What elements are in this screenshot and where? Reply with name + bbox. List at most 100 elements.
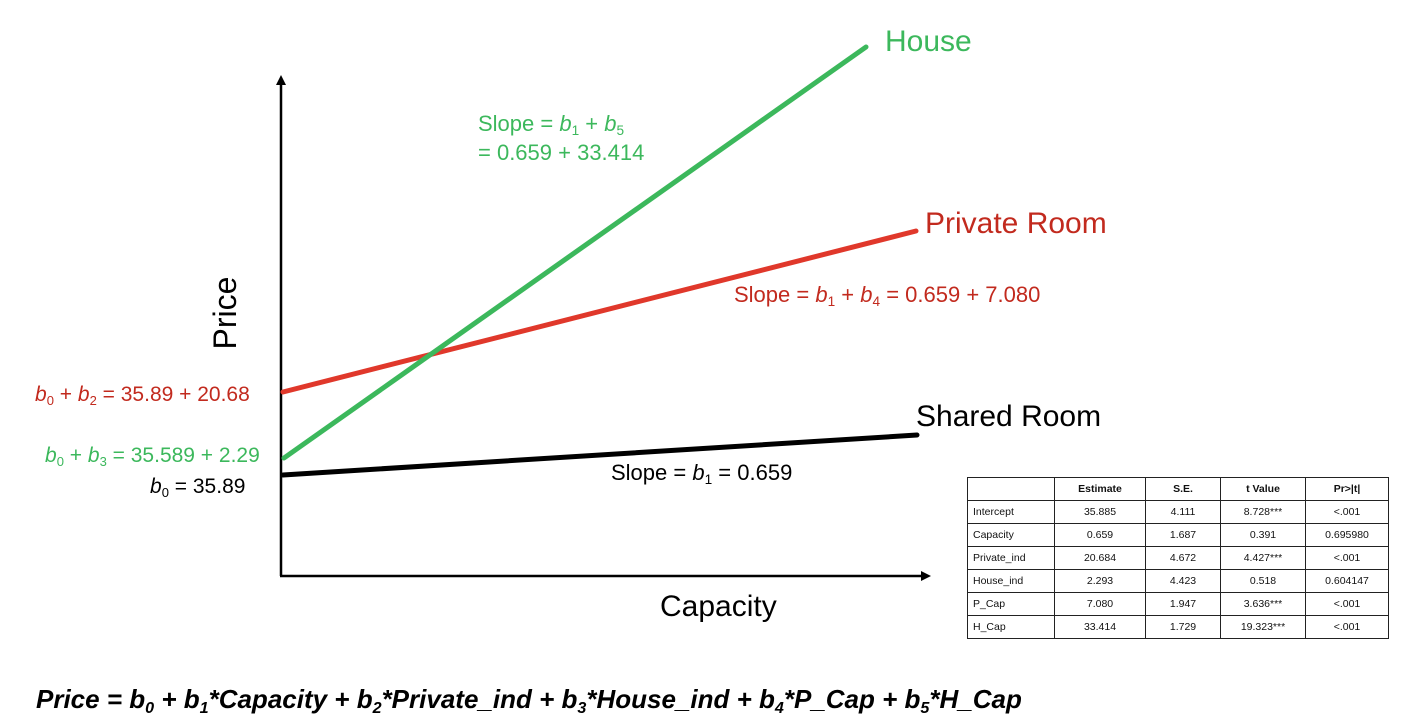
equation-subscript: 4 — [774, 698, 784, 717]
equation-subscript: 2 — [372, 698, 382, 717]
house-line — [281, 44, 869, 461]
shared-room-line — [280, 432, 920, 478]
private-room-intercept-value: = 35.89 + 20.68 — [96, 383, 250, 406]
table-cell: 7.080 — [1054, 592, 1146, 616]
house-slope-b1-sub: 1 — [571, 123, 580, 139]
equation-part: *P_Cap + b — [783, 684, 921, 714]
shared-room-intercept-value: = 35.89 — [168, 475, 246, 498]
equation-part: *H_Cap — [929, 684, 1022, 714]
house-slope-b5: b — [604, 111, 617, 136]
table-header-cell: Estimate — [1054, 477, 1146, 501]
house-intercept-annotation: b0 + b3 = 35.589 + 2.29 — [45, 444, 260, 469]
table-header-cell: S.E. — [1145, 477, 1221, 501]
equation-part: + b — [154, 684, 200, 714]
private-room-line — [280, 228, 919, 395]
table-row: Intercept 35.885 4.111 8.728*** <.001 — [967, 500, 1389, 524]
house-intercept-b0-sub: 0 — [56, 453, 64, 469]
private-room-intercept-annotation: b0 + b2 = 35.89 + 20.68 — [35, 383, 250, 408]
shared-room-intercept-annotation: b0 = 35.89 — [150, 475, 246, 500]
shared-room-slope-prefix: Slope = — [611, 460, 693, 485]
table-row: H_Cap 33.414 1.729 19.323*** <.001 — [967, 615, 1389, 639]
table-cell: 8.728*** — [1220, 500, 1306, 524]
table-cell: 33.414 — [1054, 615, 1146, 639]
table-cell: 1.687 — [1145, 523, 1221, 547]
private-room-slope-b1-sub: 1 — [827, 294, 836, 310]
table-row: P_Cap 7.080 1.947 3.636*** <.001 — [967, 592, 1389, 616]
table-cell: H_Cap — [967, 615, 1055, 639]
equation-part: Price = b — [36, 684, 146, 714]
shared-room-intercept-b0: b — [150, 475, 162, 498]
table-header-cell — [967, 477, 1055, 501]
table-cell: <.001 — [1305, 500, 1389, 524]
table-row: Capacity 0.659 1.687 0.391 0.695980 — [967, 523, 1389, 547]
shared-room-slope-value: = 0.659 — [712, 460, 793, 485]
table-cell: Private_ind — [967, 546, 1055, 570]
private-room-intercept-b2-sub: 2 — [89, 392, 97, 408]
private-room-slope-annotation: Slope = b1 + b4 = 0.659 + 7.080 — [734, 282, 1041, 310]
private-room-slope-value: = 0.659 + 7.080 — [880, 282, 1041, 307]
house-intercept-b3: b — [87, 444, 100, 467]
private-room-intercept-plus: + — [53, 383, 78, 406]
table-header-cell: Pr>|t| — [1305, 477, 1389, 501]
equation-subscript: 0 — [145, 698, 155, 717]
house-intercept-b3-sub: 3 — [99, 453, 107, 469]
private-room-slope-b4: b — [860, 282, 873, 307]
equation-part: *House_ind + b — [586, 684, 775, 714]
table-cell: 4.427*** — [1220, 546, 1306, 570]
x-axis-label: Capacity — [660, 590, 777, 623]
table-cell: 19.323*** — [1220, 615, 1306, 639]
table-cell: 1.947 — [1145, 592, 1221, 616]
private-room-intercept-b0-sub: 0 — [46, 392, 54, 408]
private-room-intercept-b2: b — [77, 383, 90, 406]
house-slope-prefix: Slope = — [478, 111, 560, 136]
regression-equation: Price = b0 + b1*Capacity + b2*Private_in… — [36, 684, 1022, 717]
private-room-slope-prefix: Slope = — [734, 282, 816, 307]
table-cell: 0.518 — [1220, 569, 1306, 593]
table-cell: 3.636*** — [1220, 592, 1306, 616]
equation-subscript: 5 — [920, 698, 930, 717]
table-cell: 20.684 — [1054, 546, 1146, 570]
equation-subscript: 3 — [577, 698, 587, 717]
table-cell: Capacity — [967, 523, 1055, 547]
table-cell: 4.672 — [1145, 546, 1221, 570]
private-room-slope-plus: + — [835, 282, 861, 307]
table-cell: 0.604147 — [1305, 569, 1389, 593]
table-row: House_ind 2.293 4.423 0.518 0.604147 — [967, 569, 1389, 593]
equation-subscript: 1 — [199, 698, 209, 717]
regression-table: Estimate S.E. t Value Pr>|t| Intercept 3… — [967, 477, 1389, 639]
table-cell: 1.729 — [1145, 615, 1221, 639]
table-cell: 35.885 — [1054, 500, 1146, 524]
shared-room-slope-b1-sub: 1 — [704, 472, 713, 488]
table-cell: P_Cap — [967, 592, 1055, 616]
table-cell: 0.695980 — [1305, 523, 1389, 547]
table-cell: 2.293 — [1054, 569, 1146, 593]
equation-part: *Private_ind + b — [381, 684, 578, 714]
table-cell: 4.423 — [1145, 569, 1221, 593]
table-cell: 0.391 — [1220, 523, 1306, 547]
table-header-cell: t Value — [1220, 477, 1306, 501]
house-slope-b5-sub: 5 — [616, 123, 625, 139]
private-room-slope-b1: b — [815, 282, 828, 307]
shared-room-line-label: Shared Room — [916, 400, 1102, 433]
house-slope-values: = 0.659 + 33.414 — [478, 140, 645, 165]
house-intercept-b0: b — [45, 444, 57, 467]
house-slope-plus: + — [579, 111, 605, 136]
table-cell: 4.111 — [1145, 500, 1221, 524]
private-room-line-label: Private Room — [925, 207, 1107, 240]
house-slope-annotation: Slope = b1 + b5 — [478, 111, 625, 139]
y-axis-label: Price — [207, 276, 243, 350]
shared-room-slope-b1: b — [692, 460, 705, 485]
table-cell: House_ind — [967, 569, 1055, 593]
table-cell: <.001 — [1305, 615, 1389, 639]
shared-room-intercept-b0-sub: 0 — [161, 484, 169, 500]
private-room-intercept-b0: b — [35, 383, 47, 406]
table-row: Private_ind 20.684 4.672 4.427*** <.001 — [967, 546, 1389, 570]
table-cell: Intercept — [967, 500, 1055, 524]
house-line-label: House — [885, 25, 972, 58]
table-header-row: Estimate S.E. t Value Pr>|t| — [967, 477, 1389, 501]
house-intercept-plus: + — [63, 444, 88, 467]
private-room-slope-b4-sub: 4 — [872, 294, 881, 310]
equation-part: *Capacity + b — [208, 684, 373, 714]
